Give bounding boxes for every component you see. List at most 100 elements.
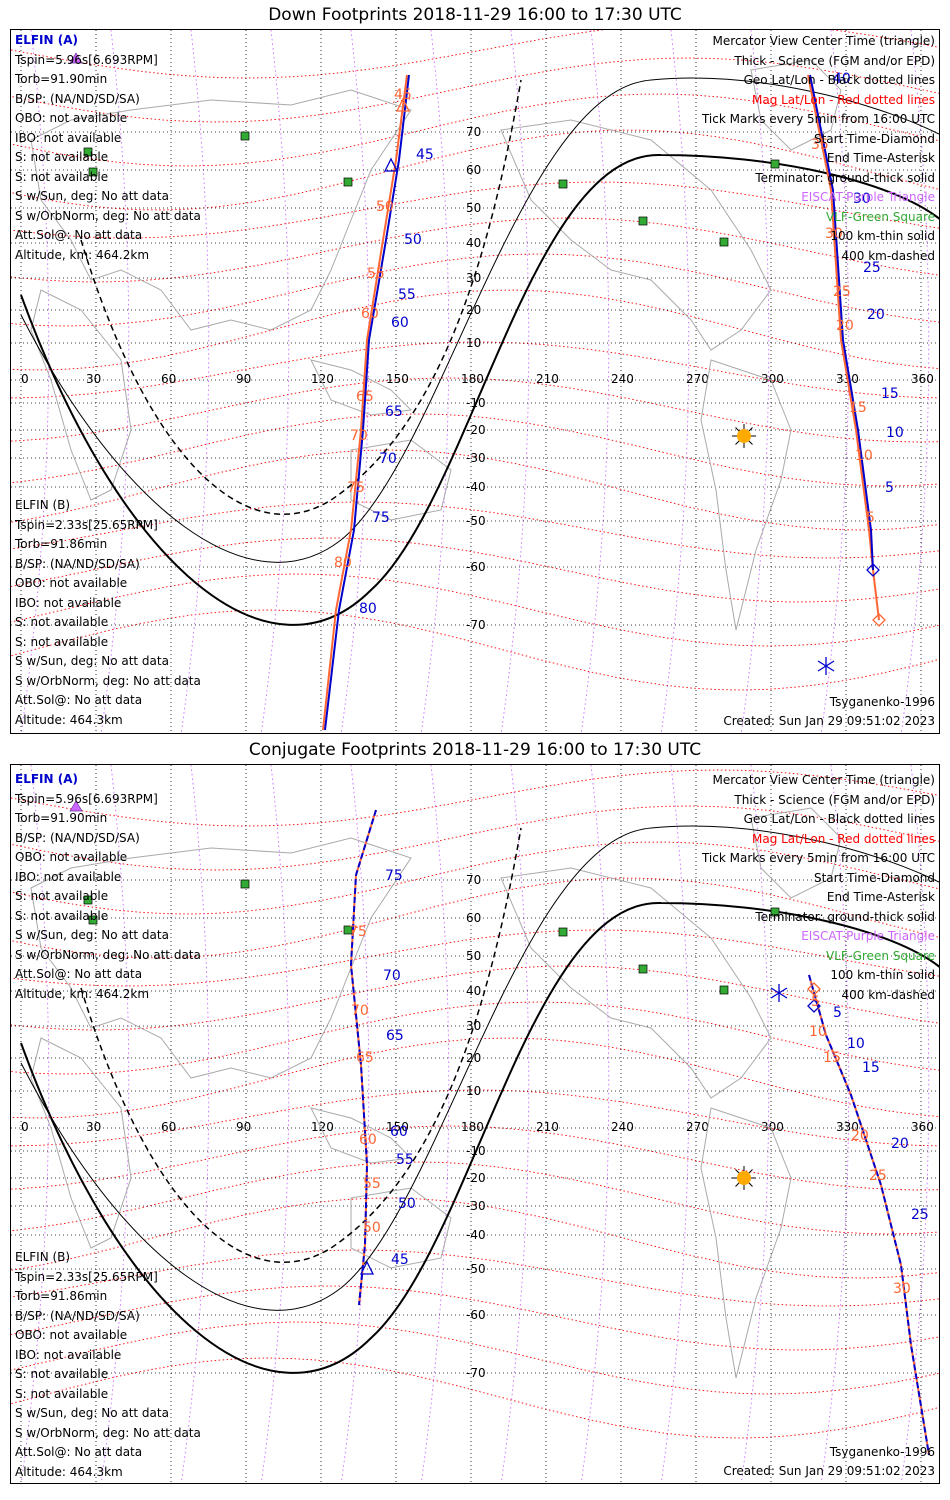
panel-1-title: Down Footprints 2018-11-29 16:00 to 17:3…: [268, 5, 682, 25]
elfin-b-tick-label: 55: [367, 266, 385, 282]
info-line: S w/Sun, deg: No att data: [15, 1406, 169, 1420]
vlf-square: [770, 907, 780, 917]
footer-info: Tsyganenko-1996 Created: Sun Jan 29 09:5…: [723, 1443, 935, 1481]
mag-lon-line: [180, 765, 210, 1483]
vlf-square: [240, 879, 250, 889]
info-line: Altitude, km: 464.2km: [15, 986, 150, 1001]
footer-info: Tsyganenko-1996 Created: Sun Jan 29 09:5…: [723, 693, 935, 731]
continent: [310, 359, 413, 416]
track-tick-labels: 7570656055504551015202530757065605550510…: [349, 868, 929, 1297]
center-time-triangle: [359, 1260, 375, 1275]
lat-tick-label: 40: [466, 236, 481, 250]
elfin-b-tick-label: 10: [855, 448, 873, 464]
elfin-a-tick-label: 50: [404, 232, 422, 248]
elfin-a-tick-label: 20: [867, 307, 885, 323]
elfin-b-tick-label: 5: [811, 994, 820, 1010]
elfin-b-info: ELFIN (B) Tspin=2.33s[25.65RPM] Torb=91.8…: [15, 496, 201, 730]
elfin-b-tick-label: 75: [349, 924, 367, 940]
mag-lon-line: [500, 765, 530, 1483]
elfin-b-label: ELFIN (B): [15, 498, 71, 512]
info-line: Tspin=2.33s[25.65RPM]: [15, 1269, 158, 1284]
elfin-a-tick-label: 75: [372, 510, 390, 526]
elfin-b-track: [322, 74, 408, 731]
elfin-a-tick-label: 60: [390, 1124, 408, 1140]
info-line: S: not available: [15, 889, 109, 903]
lat-tick-label: -50: [466, 514, 486, 528]
mag-lat-line: [11, 1089, 939, 1147]
info-line: B/SP: (NA/ND/SD/SA): [15, 830, 140, 845]
info-line: S: not available: [15, 908, 109, 923]
elfin-b-tick-label: 60: [361, 306, 379, 322]
elfin-a-tick-label: 60: [391, 315, 409, 331]
legend-item: EISCAT-Purple Triangle: [801, 929, 935, 943]
info-line: Att.Sol@: No att data: [15, 228, 143, 242]
panel-2-title: Conjugate Footprints 2018-11-29 16:00 to…: [248, 740, 702, 760]
legend-item: Mercator View Center Time (triangle): [712, 773, 935, 787]
info-line: Altitude: 464.3km: [15, 1464, 123, 1479]
lat-tick-label: 30: [466, 271, 481, 285]
continent-outlines: [30, 807, 842, 1379]
mag-lon-line: [20, 765, 50, 1483]
vlf-square: [558, 927, 568, 937]
elfin-a-tick-label: 10: [847, 1036, 865, 1052]
continent: [750, 59, 842, 151]
lon-tick-label: 210: [536, 372, 559, 386]
terminator: [20, 77, 939, 626]
terminator: [20, 825, 939, 1374]
elfin-b-tick-label: 15: [849, 400, 867, 416]
elfin-b-tick-label: 20: [851, 1128, 869, 1144]
legend: Mercator View Center Time (triangle) Thic…: [702, 771, 935, 1005]
info-line: S: not available: [15, 1386, 109, 1401]
elfin-a-info: ELFIN (A) Tspin=5.96s[6.693RPM] Torb=91.9…: [15, 31, 201, 265]
lat-tick-label: 40: [466, 984, 481, 998]
info-line: S: not available: [15, 615, 109, 629]
elfin-a-tick-label: 80: [359, 601, 377, 617]
lon-tick-label: 90: [236, 1120, 251, 1134]
vlf-square: [83, 147, 93, 157]
info-line: S: not available: [15, 634, 109, 649]
elfin-a-track: [324, 74, 410, 731]
legend-item: Tick Marks every 5min from 16:00 UTC: [701, 851, 935, 865]
mag-lon-line: [580, 30, 610, 733]
vlf-stations: [83, 879, 780, 995]
axis-labels: 0 30 60 90 120 150 180 210 240 270 300 330 360706050…: [21, 125, 934, 632]
elfin-b-track: [808, 974, 930, 1456]
info-line: Torb=91.90min: [15, 72, 108, 86]
continent: [30, 837, 412, 1079]
lon-tick-label: 0: [21, 1120, 29, 1134]
lon-tick-label: 150: [386, 372, 409, 386]
info-line: Torb=91.86min: [15, 1289, 108, 1303]
legend-item: 100 km-thin solid: [830, 968, 935, 982]
track-tick-labels: 45 50 55 60 65 70 75 80 40 30 25 20 15 10 5 45 50 55 60 65 7…: [334, 71, 904, 617]
lon-tick-label: 300: [761, 372, 784, 386]
info-line: S: not available: [15, 150, 109, 164]
info-line: S w/Sun, deg: No att data: [15, 654, 169, 668]
lat-tick-label: 10: [466, 1084, 481, 1098]
legend-item: End Time-Asterisk: [826, 890, 935, 904]
elfin-b-tick-label: 45: [394, 87, 412, 103]
terminator-ground: [20, 901, 939, 1374]
lon-tick-label: 300: [761, 1120, 784, 1134]
vlf-square: [88, 915, 98, 925]
elfin-b-tick-label: 35: [811, 137, 829, 153]
terminator-400km: [80, 827, 522, 1264]
lat-tick-label: 50: [466, 949, 481, 963]
lon-tick-label: 180: [461, 1120, 484, 1134]
elfin-b-tick-label: 80: [334, 555, 352, 571]
sun-disk: [737, 429, 751, 443]
lat-tick-label: -50: [466, 1262, 486, 1276]
info-line: S w/OrbNorm, deg: No att data: [15, 673, 201, 688]
continent: [500, 867, 772, 1099]
elfin-b-tick-label: 55: [363, 1176, 381, 1192]
lat-tick-label: -40: [466, 480, 486, 494]
legend-item: VLF-Green Square: [826, 209, 935, 224]
vlf-square: [240, 131, 250, 141]
info-line: S w/OrbNorm, deg: No att data: [15, 208, 201, 223]
continent: [500, 119, 772, 351]
mag-lat-line: [11, 537, 939, 603]
mag-lon-line: [500, 30, 530, 733]
terminator-100km: [20, 825, 939, 1311]
info-line: OBO: not available: [15, 111, 128, 125]
lon-tick-label: 240: [611, 1120, 634, 1134]
lon-tick-label: 150: [386, 1120, 409, 1134]
